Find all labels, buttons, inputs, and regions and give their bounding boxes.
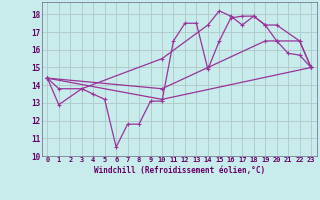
X-axis label: Windchill (Refroidissement éolien,°C): Windchill (Refroidissement éolien,°C) [94, 166, 265, 175]
